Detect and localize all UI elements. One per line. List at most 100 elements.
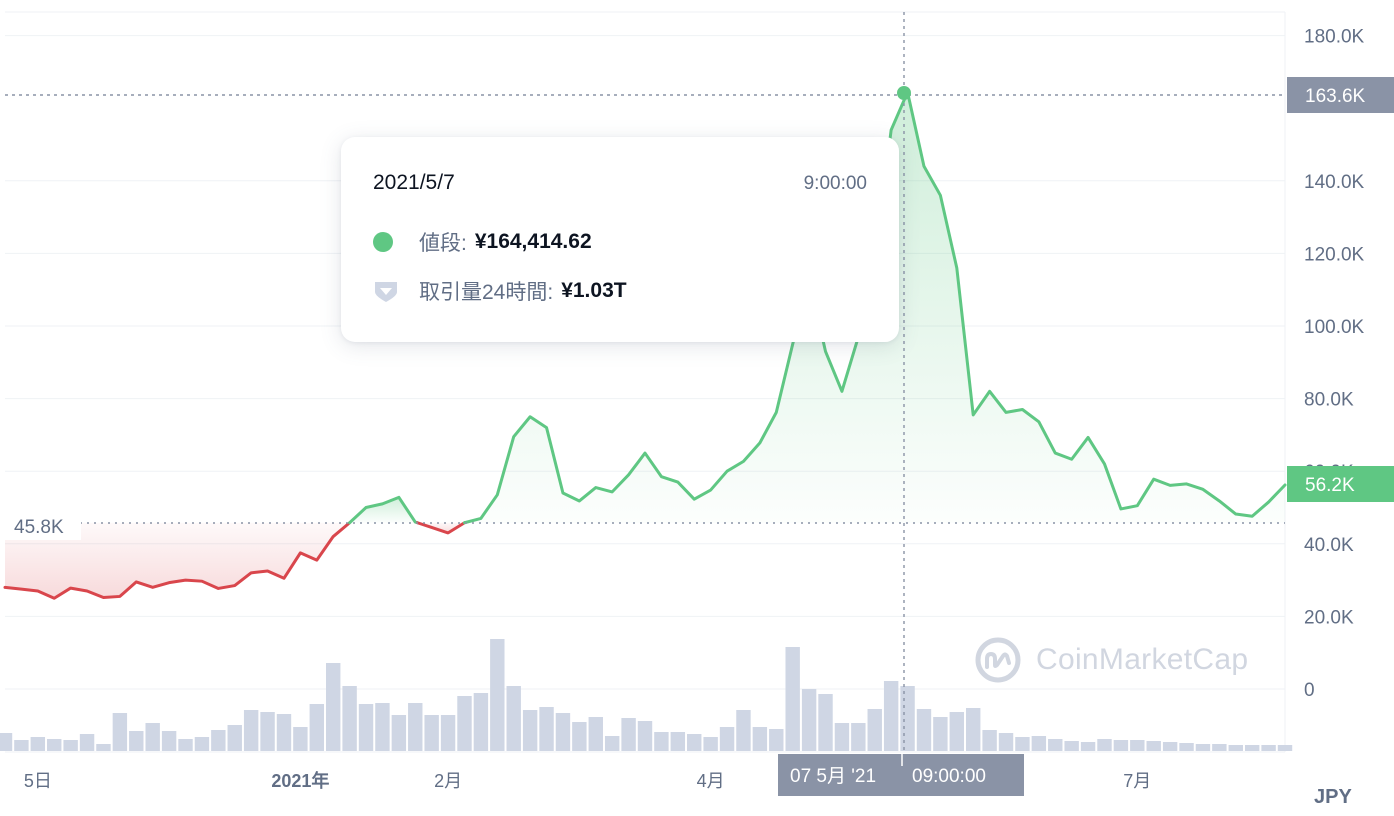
price-dot-icon [373,232,393,252]
tooltip-volume-label: 取引量24時間: [419,281,554,304]
tooltip-time: 9:00:00 [803,173,867,194]
area-above-baseline [349,497,418,523]
volume-bar [801,689,817,751]
currency-label: JPY [1314,786,1352,808]
volume-bar [1130,740,1145,751]
volume-bar [522,710,538,751]
highlight-point [897,86,911,100]
volume-bar [966,708,981,751]
volume-bar [1080,742,1096,751]
volume-bar [1228,745,1243,751]
volume-bar [473,693,489,751]
crosshair-x-time: 09:00:00 [912,766,986,787]
volume-bar [1212,744,1227,751]
volume-bar [408,703,423,751]
volume-bar [1195,744,1211,751]
volume-bar [572,722,587,751]
volume-bar [424,715,439,751]
line-below-baseline [415,521,466,535]
volume-bar [883,681,899,751]
volume-bar [785,647,800,751]
volume-bar [604,736,620,751]
coinmarketcap-watermark: CoinMarketCap [974,636,1248,684]
volume-bar [949,712,964,751]
volume-bar [1179,743,1194,751]
volume-bar [276,714,292,751]
baseline-label: 45.8K [14,517,64,538]
crosshair-x-tag-bg [778,754,1024,796]
volume-bar [96,744,111,751]
volume-bar [1244,745,1260,751]
volume-bar [211,730,226,751]
volume-bar [1015,737,1030,751]
y-tick-label: 140.0K [1304,172,1365,193]
volume-bar [14,740,29,751]
volume-bar [719,727,735,751]
y-tick-label: 180.0K [1304,27,1365,48]
crosshair-y-tag: 163.6K [1305,86,1366,107]
volume-bar [440,715,456,751]
volume-bar [851,723,866,751]
area-below-baseline [5,522,350,599]
volume-bar [326,663,341,751]
volume-bar [293,727,308,751]
y-tick-label: 40.0K [1304,535,1354,556]
volume-bar [916,709,932,751]
tooltip-price-row: 値段: ¥164,414.62 [373,227,592,257]
volume-bar [358,704,374,751]
volume-bar [490,639,505,751]
x-axis: 5日 2021年 2月 4月 7月 [24,770,1152,791]
volume-bar [129,731,144,751]
x-tick-label: 5日 [24,771,52,791]
volume-bar [1048,739,1063,751]
volume-bar [161,731,177,751]
volume-bar [867,709,882,751]
volume-bar [752,727,768,751]
x-tick-label: 4月 [697,771,725,791]
volume-bar [818,694,833,751]
volume-bar [1277,745,1293,751]
volume-bar [539,707,554,751]
volume-bar [1162,742,1178,751]
tooltip-price-value: ¥164,414.62 [474,230,592,253]
volume-bar [309,704,324,751]
volume-bar [227,725,242,751]
tooltip-volume-row: 取引量24時間: ¥1.03T [373,276,627,306]
volume-bar [178,739,193,751]
volume-bar [555,713,571,751]
volume-bar [900,686,915,751]
x-tick-label: 7月 [1123,771,1151,791]
volume-bar [342,686,357,751]
volume-bar [670,732,686,751]
tooltip-price-label: 値段: [419,232,467,255]
volume-bar [457,696,472,751]
volume-bar [1113,740,1129,751]
volume-bar [30,737,46,751]
volume-bar [621,718,636,751]
volume-bar [769,729,784,751]
crosshair-x-date: 07 5月 '21 [790,766,876,787]
tooltip-volume-value: ¥1.03T [561,279,627,302]
volume-bar [260,712,275,751]
x-tick-label: 2021年 [271,770,329,791]
y-tick-label: 0 [1304,680,1315,701]
price-tooltip: 2021/5/7 9:00:00 値段: ¥164,414.62 取引量24時間… [341,137,899,342]
volume-bar [375,703,390,751]
volume-bar [1261,745,1276,751]
tooltip-date: 2021/5/7 [373,171,455,194]
line-above-baseline [348,495,419,525]
baseline-label-bg [5,510,81,540]
y-tick-label: 80.0K [1304,390,1354,411]
volume-bar [47,739,62,751]
volume-bar [1097,739,1112,751]
x-tick-label: 2月 [434,771,462,791]
volume-bars [0,639,1293,751]
volume-bar [703,737,718,751]
volume-bar [637,721,653,751]
volume-bar [998,733,1014,751]
volume-bar [982,730,997,751]
y-tick-label: 120.0K [1304,244,1365,265]
coinmarketcap-logo-icon [975,637,1021,683]
current-price-tag: 56.2K [1305,475,1355,496]
